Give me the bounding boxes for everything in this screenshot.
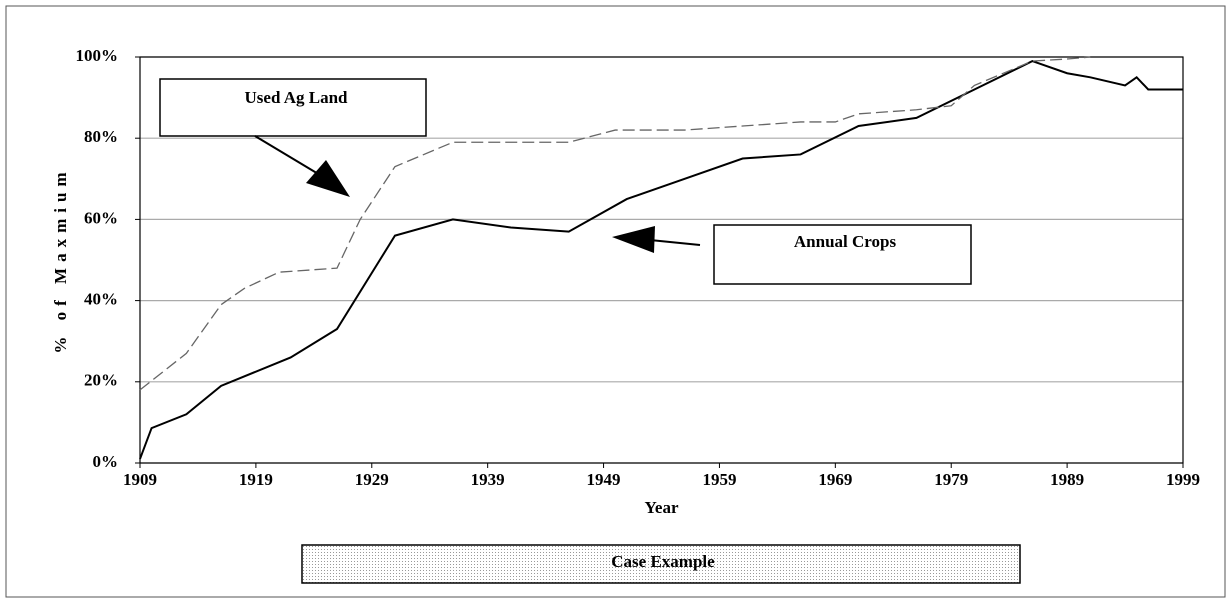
x-tick-label: 1979: [934, 470, 968, 489]
page-border: [5, 5, 1226, 598]
annotation-label: Annual Crops: [794, 232, 897, 251]
y-tick-label: 60%: [84, 208, 118, 227]
y-tick-label: 0%: [93, 452, 119, 471]
x-tick-label: 1909: [123, 470, 157, 489]
series-line: [139, 59, 1183, 460]
plot-border: [139, 56, 1184, 464]
series-line: [139, 56, 1091, 391]
arrow-head: [306, 160, 350, 197]
x-tick-label: 1929: [355, 470, 389, 489]
annotation-box: [159, 78, 427, 137]
y-tick-label: 100%: [76, 46, 119, 65]
caption-box: [301, 544, 1021, 584]
y-tick-label: 40%: [84, 290, 118, 309]
arrow-head: [612, 226, 655, 253]
x-tick-label: 1969: [818, 470, 852, 489]
arrow-line: [649, 239, 701, 246]
arrow-line: [254, 135, 326, 179]
x-axis-label: Year: [645, 498, 679, 517]
x-tick-label: 1999: [1166, 470, 1200, 489]
y-tick-label: 20%: [84, 371, 118, 390]
caption: Case Example: [611, 552, 715, 571]
y-axis-label: % of Maxmium: [51, 166, 70, 353]
y-tick-label: 80%: [84, 127, 118, 146]
x-tick-label: 1959: [702, 470, 736, 489]
x-tick-label: 1989: [1050, 470, 1084, 489]
annotation-label: Used Ag Land: [245, 88, 349, 107]
annotation-box: [713, 224, 972, 285]
x-tick-label: 1949: [587, 470, 621, 489]
x-tick-label: 1939: [471, 470, 505, 489]
x-tick-label: 1919: [239, 470, 273, 489]
